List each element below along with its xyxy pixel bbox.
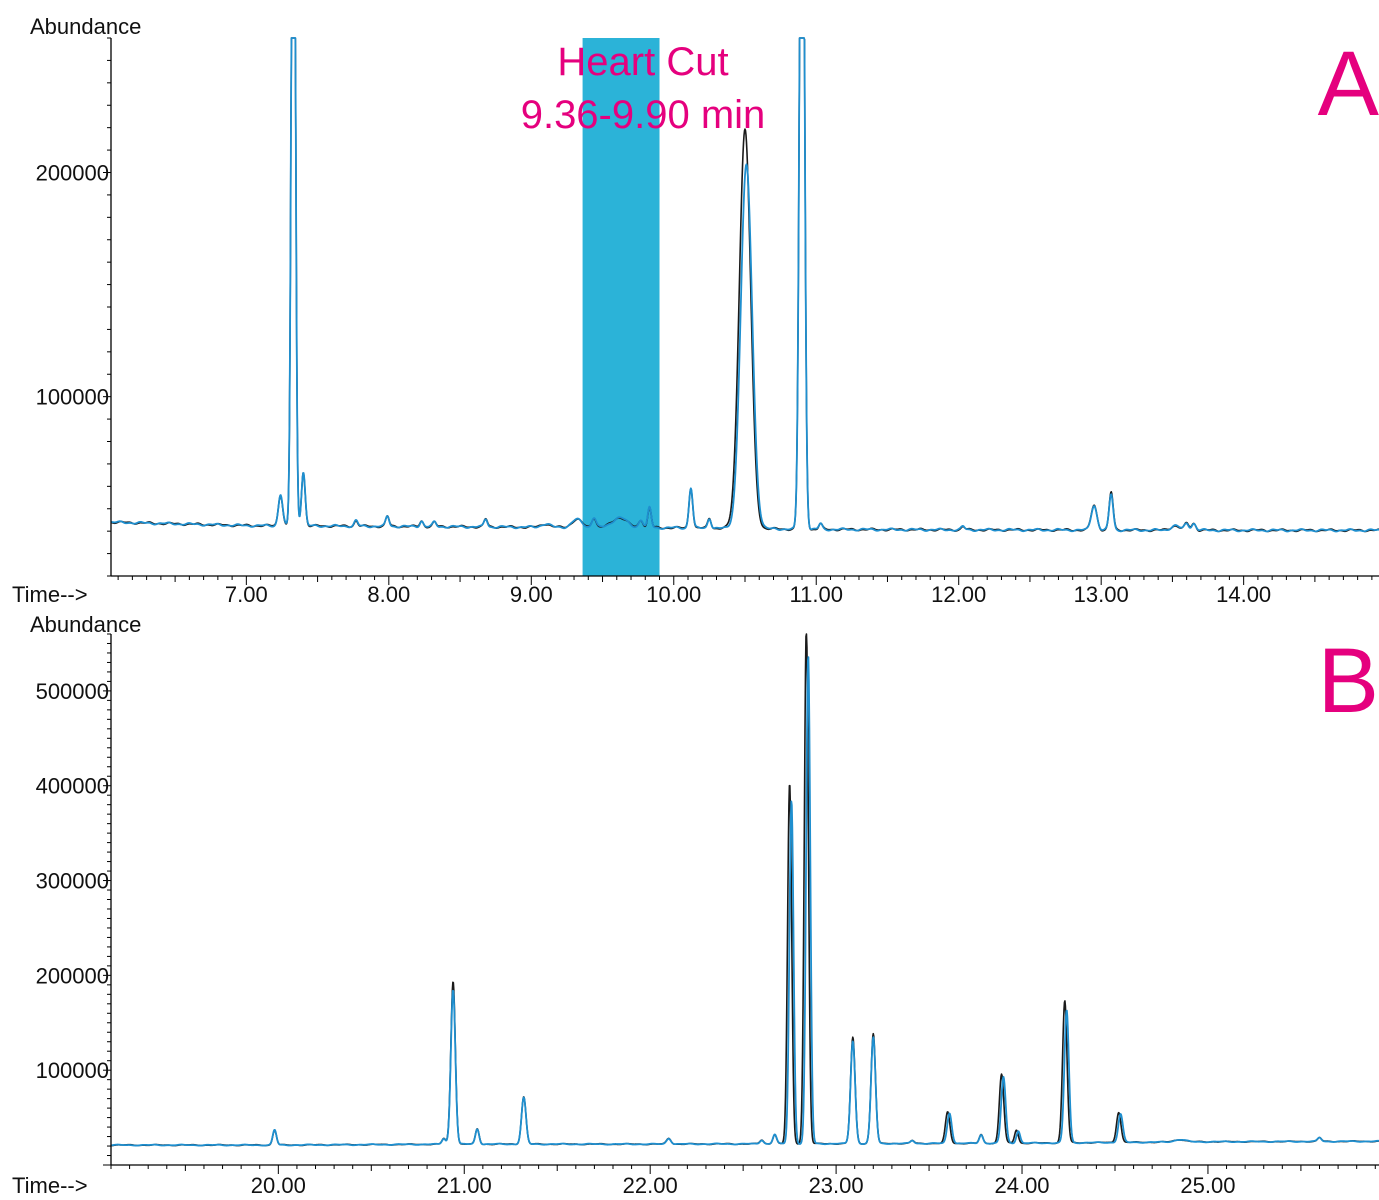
series-trace-2 bbox=[110, 656, 1379, 1147]
panel-b-xlabel: Time--> bbox=[12, 1173, 88, 1198]
x-tick-label: 25.00 bbox=[1180, 1173, 1235, 1198]
panel-b-label: B bbox=[1318, 630, 1379, 732]
series-trace-2 bbox=[110, 37, 1379, 533]
y-tick-label: 200000 bbox=[36, 161, 109, 186]
x-tick-label: 13.00 bbox=[1074, 582, 1129, 607]
y-tick-label: 500000 bbox=[36, 679, 109, 704]
panel-b-series bbox=[110, 633, 1379, 1147]
x-tick-label: 23.00 bbox=[809, 1173, 864, 1198]
x-tick-label: 22.00 bbox=[623, 1173, 678, 1198]
x-tick-label: 20.00 bbox=[251, 1173, 306, 1198]
x-tick-label: 9.00 bbox=[510, 582, 553, 607]
panel-a: 7.00 8.00 9.00 10.00 11.00 12.00 13.00 14.00 100… bbox=[12, 14, 1379, 607]
heart-cut-range: 9.36-9.90 min bbox=[521, 93, 766, 137]
y-tick-label: 400000 bbox=[36, 774, 109, 799]
x-tick-label: 10.00 bbox=[646, 582, 701, 607]
heart-cut-label: Heart Cut bbox=[557, 40, 728, 84]
x-tick-label: 24.00 bbox=[994, 1173, 1049, 1198]
x-tick-label: 11.00 bbox=[790, 582, 843, 607]
x-tick-label: 7.00 bbox=[225, 582, 268, 607]
x-tick-label: 21.00 bbox=[437, 1173, 492, 1198]
y-tick-label: 200000 bbox=[36, 963, 109, 988]
series-trace-1 bbox=[110, 633, 1379, 1147]
panel-a-ticks: 7.00 8.00 9.00 10.00 11.00 12.00 13.00 14.00 100… bbox=[36, 37, 1373, 607]
panel-a-xlabel: Time--> bbox=[12, 582, 88, 607]
y-tick-label: 100000 bbox=[36, 1058, 109, 1083]
y-tick-label: 100000 bbox=[36, 385, 109, 410]
panel-b: 20.00 21.00 22.00 23.00 24.00 25.00 100000 2000… bbox=[12, 612, 1379, 1198]
x-tick-label: 8.00 bbox=[367, 582, 410, 607]
panel-b-ticks: 20.00 21.00 22.00 23.00 24.00 25.00 100000 2000… bbox=[36, 633, 1376, 1198]
panel-a-series bbox=[110, 37, 1379, 533]
x-tick-label: 12.00 bbox=[931, 582, 986, 607]
panel-a-label: A bbox=[1318, 33, 1379, 135]
x-tick-label: 14.00 bbox=[1216, 582, 1271, 607]
heart-cut-band bbox=[582, 38, 660, 576]
y-tick-label: 300000 bbox=[36, 869, 109, 894]
panel-b-ylabel: Abundance bbox=[30, 612, 141, 637]
panel-a-ylabel: Abundance bbox=[30, 14, 141, 39]
